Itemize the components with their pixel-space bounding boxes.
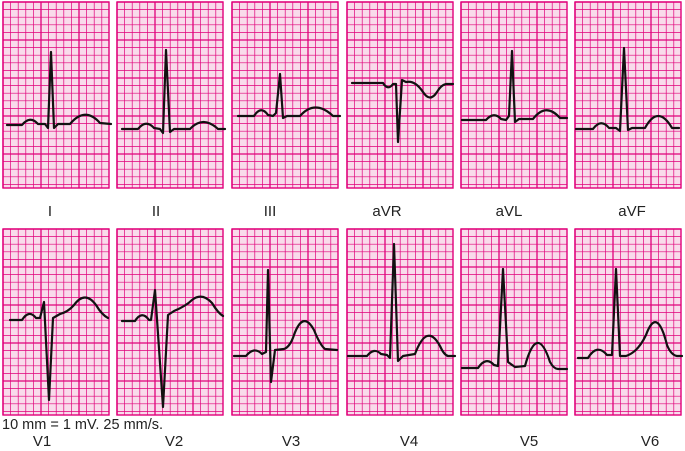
trace-lead-V3 (232, 268, 339, 384)
lead-label-V1: V1 (33, 433, 51, 450)
trace-lead-aVL (460, 49, 569, 124)
grid-panel-aVL (460, 1, 568, 189)
trace-lead-III (236, 72, 342, 120)
grid-panel-I (2, 1, 110, 189)
grid-panel-III (231, 1, 339, 189)
grid-panel-aVF (574, 1, 682, 189)
calibration-caption: 10 mm = 1 mV. 25 mm/s. (2, 417, 163, 433)
grid-panel-V6 (574, 228, 682, 416)
lead-label-aVL: aVL (496, 203, 523, 220)
lead-label-aVR: aVR (372, 203, 401, 220)
grid-panel-II (116, 1, 224, 189)
trace-lead-I (5, 50, 113, 130)
lead-labels-row1: I II III aVR aVL aVF (48, 203, 646, 220)
lead-labels-row2: V1 V2 V3 V4 V5 V6 (33, 433, 659, 450)
lead-label-V6: V6 (641, 433, 659, 450)
lead-label-III: III (264, 203, 277, 220)
trace-lead-aVR (350, 78, 455, 144)
lead-label-II: II (152, 203, 160, 220)
lead-label-V3: V3 (282, 433, 300, 450)
grid-panel-V1 (2, 228, 110, 416)
lead-label-V2: V2 (165, 433, 183, 450)
lead-label-I: I (48, 203, 52, 220)
lead-label-V4: V4 (400, 433, 418, 450)
trace-lead-aVF (574, 46, 681, 133)
trace-lead-V2 (120, 288, 225, 409)
lead-label-aVF: aVF (618, 203, 646, 220)
lead-label-V5: V5 (520, 433, 538, 450)
trace-lead-V4 (346, 242, 457, 363)
trace-lead-II (120, 48, 227, 135)
grid-panel-V5 (460, 228, 568, 416)
ecg-grids (2, 1, 682, 416)
grid-panel-V3 (231, 228, 339, 416)
grid-panel-V4 (346, 228, 454, 416)
trace-lead-V6 (576, 267, 684, 360)
trace-lead-V5 (460, 267, 569, 371)
ecg-traces (5, 46, 684, 409)
trace-lead-V1 (8, 296, 110, 402)
